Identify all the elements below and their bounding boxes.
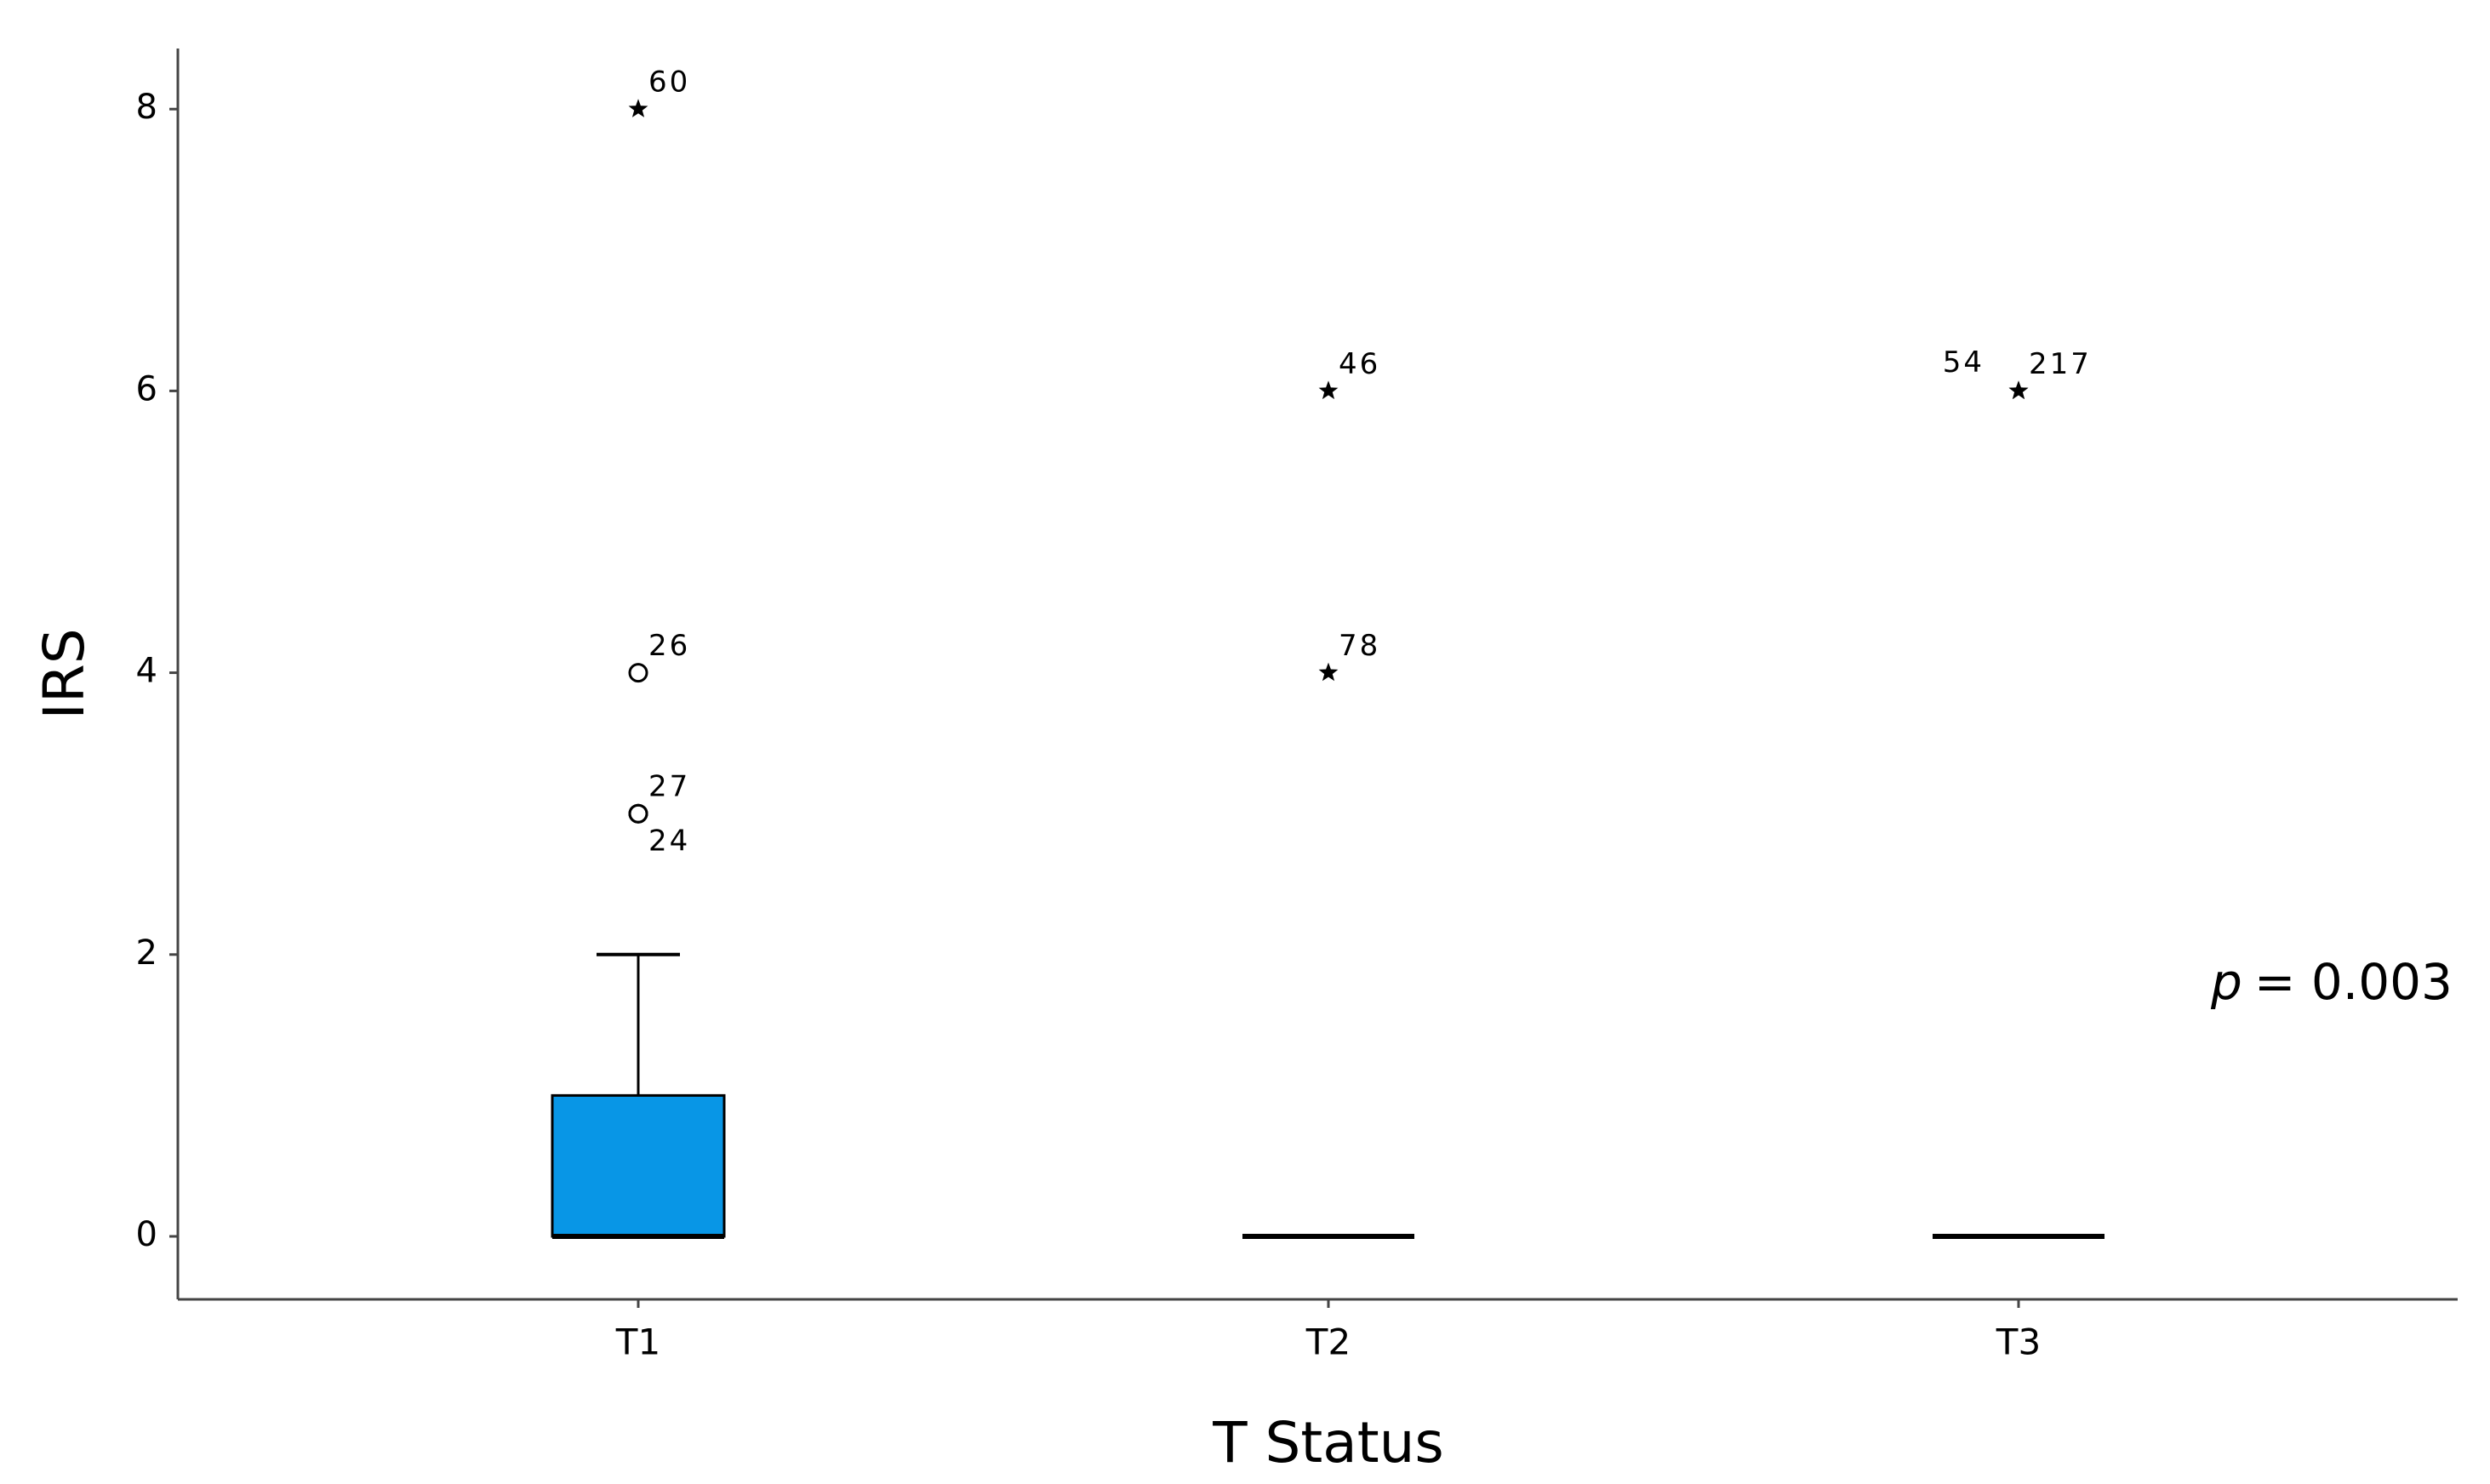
extreme-outlier — [2008, 380, 2029, 400]
outlier-label: 54 — [1943, 345, 1985, 380]
y-tick-label: 0 — [136, 1215, 157, 1254]
outlier-label: 60 — [648, 66, 690, 100]
x-tick-label: T1 — [615, 1321, 660, 1363]
outlier-label: 26 — [648, 629, 690, 663]
extreme-outlier — [1318, 380, 1339, 400]
outlier-label: 217 — [2029, 347, 2092, 381]
outlier-label: 27 — [648, 770, 690, 804]
outlier-label: 78 — [1339, 629, 1380, 663]
outlier — [628, 663, 648, 683]
outlier — [628, 803, 648, 824]
x-tick-label: T3 — [1996, 1321, 2041, 1363]
extreme-outlier — [628, 99, 648, 117]
outlier-label: 24 — [648, 825, 690, 859]
y-axis-title: IRS — [31, 628, 97, 719]
outlier-label: 46 — [1339, 347, 1380, 381]
y-tick-label: 6 — [136, 369, 157, 408]
annotation: p = 0.003 — [2210, 953, 2453, 1011]
annotation-italic: p — [2210, 953, 2242, 1011]
x-tick-label: T2 — [1305, 1321, 1351, 1363]
y-tick-label: 8 — [136, 88, 157, 127]
y-tick-label: 2 — [136, 933, 157, 973]
y-tick-label: 4 — [136, 652, 157, 691]
x-axis-title: T Status — [1212, 1410, 1444, 1475]
annotation-text: = 0.003 — [2254, 953, 2453, 1011]
extreme-outlier — [1318, 662, 1339, 682]
box — [551, 1093, 726, 1238]
